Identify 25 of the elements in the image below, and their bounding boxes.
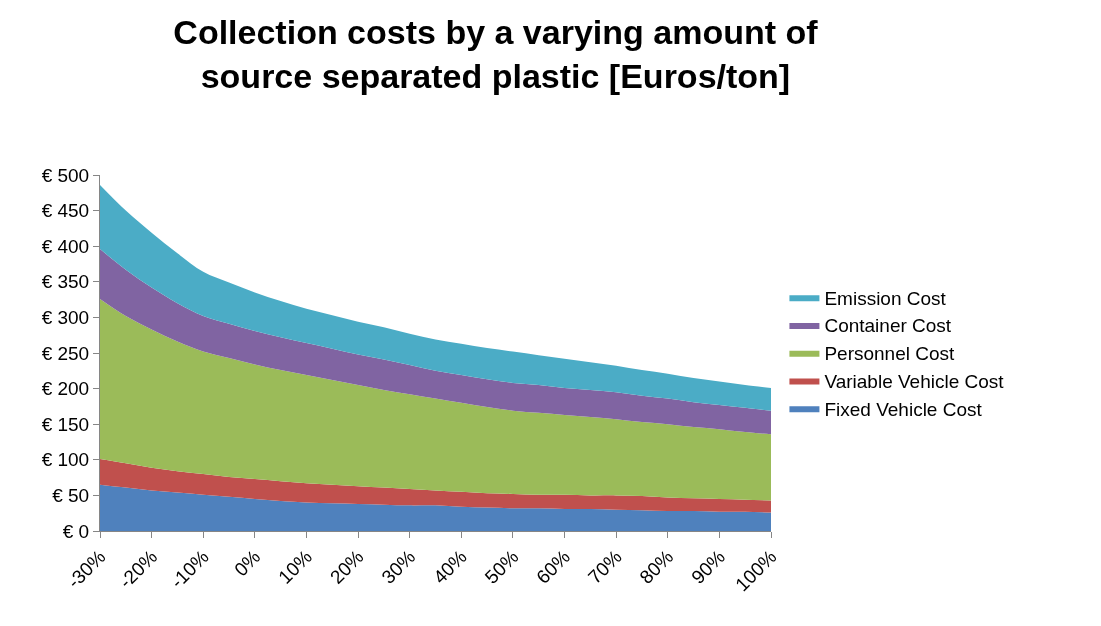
y-tick-label: € 250 <box>41 342 90 364</box>
x-tick-label: 70% <box>583 545 626 588</box>
y-tick-label: € 300 <box>41 307 90 329</box>
x-tick-label: 30% <box>377 545 420 588</box>
y-tick-label: € 400 <box>41 235 90 257</box>
x-tick-label: 80% <box>635 545 678 588</box>
y-tick-label: € 100 <box>41 449 90 471</box>
chart-title: Collection costs by a varying amount of source separated plastic [Euros/ton] <box>173 12 819 96</box>
x-tick-label: 50% <box>480 545 523 588</box>
legend-label: Emission Cost <box>824 287 947 309</box>
y-tick-label: € 0 <box>62 520 90 542</box>
y-tick-label: € 450 <box>41 200 90 222</box>
x-tick-label: 40% <box>429 545 471 588</box>
legend-label: Personnel Cost <box>824 343 956 365</box>
x-tick-label: 0% <box>230 545 265 581</box>
y-tick-label: € 150 <box>41 413 90 435</box>
y-tick-label: € 500 <box>41 164 90 186</box>
y-tick-label: € 50 <box>52 485 90 507</box>
legend-label: Fixed Vehicle Cost <box>824 398 983 420</box>
legend-label: Container Cost <box>824 315 952 337</box>
y-tick-label: € 350 <box>41 271 90 293</box>
legend-label: Variable Vehicle Cost <box>824 370 1005 392</box>
y-tick-label: € 200 <box>41 378 90 400</box>
x-tick-label: 90% <box>687 545 729 588</box>
x-tick-label: 60% <box>532 545 575 588</box>
